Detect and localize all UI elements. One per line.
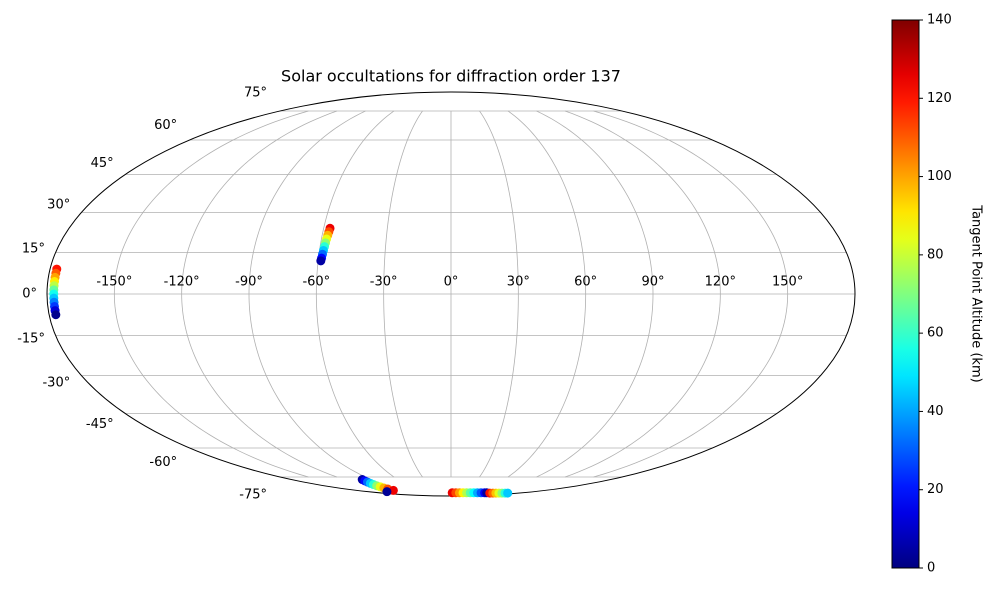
y-tick-label: -30° bbox=[42, 375, 70, 390]
x-tick-label: -30° bbox=[370, 275, 398, 290]
colorbar-label: Tangent Point Altitude (km) bbox=[969, 204, 984, 382]
data-point bbox=[382, 487, 392, 497]
colorbar-tick-label: 140 bbox=[927, 13, 952, 28]
colorbar-tick-label: 60 bbox=[927, 326, 944, 341]
chart-title: Solar occultations for diffraction order… bbox=[281, 67, 621, 86]
y-tick-label: -75° bbox=[239, 488, 267, 503]
y-tick-label: 45° bbox=[91, 156, 114, 171]
x-tick-label: 60° bbox=[574, 275, 597, 290]
colorbar-tick-label: 100 bbox=[927, 169, 952, 184]
y-tick-label: 0° bbox=[22, 287, 37, 302]
y-tick-label: 15° bbox=[22, 242, 45, 257]
x-tick-label: -120° bbox=[164, 275, 200, 290]
y-tick-label: -60° bbox=[149, 455, 177, 470]
x-tick-label: 90° bbox=[641, 275, 664, 290]
x-tick-label: -60° bbox=[302, 275, 330, 290]
y-tick-label: 60° bbox=[154, 118, 177, 133]
colorbar-tick-label: 120 bbox=[927, 91, 952, 106]
data-point bbox=[503, 488, 513, 498]
x-tick-label: -150° bbox=[96, 275, 132, 290]
colorbar bbox=[891, 19, 920, 569]
x-tick-label: 150° bbox=[772, 275, 803, 290]
y-tick-label: 30° bbox=[47, 198, 70, 213]
data-point bbox=[51, 310, 61, 320]
data-point bbox=[316, 256, 326, 266]
x-tick-label: -90° bbox=[235, 275, 263, 290]
colorbar-tick-label: 20 bbox=[927, 482, 944, 497]
x-tick-label: 120° bbox=[705, 275, 736, 290]
colorbar-tick-label: 0 bbox=[927, 561, 935, 576]
y-tick-label: -15° bbox=[17, 331, 45, 346]
y-tick-label: 75° bbox=[244, 85, 267, 100]
colorbar-tick-label: 40 bbox=[927, 404, 944, 419]
x-tick-label: 30° bbox=[507, 275, 530, 290]
colorbar-tick-label: 80 bbox=[927, 247, 944, 262]
x-tick-label: 0° bbox=[444, 275, 459, 290]
y-tick-label: -45° bbox=[86, 417, 114, 432]
